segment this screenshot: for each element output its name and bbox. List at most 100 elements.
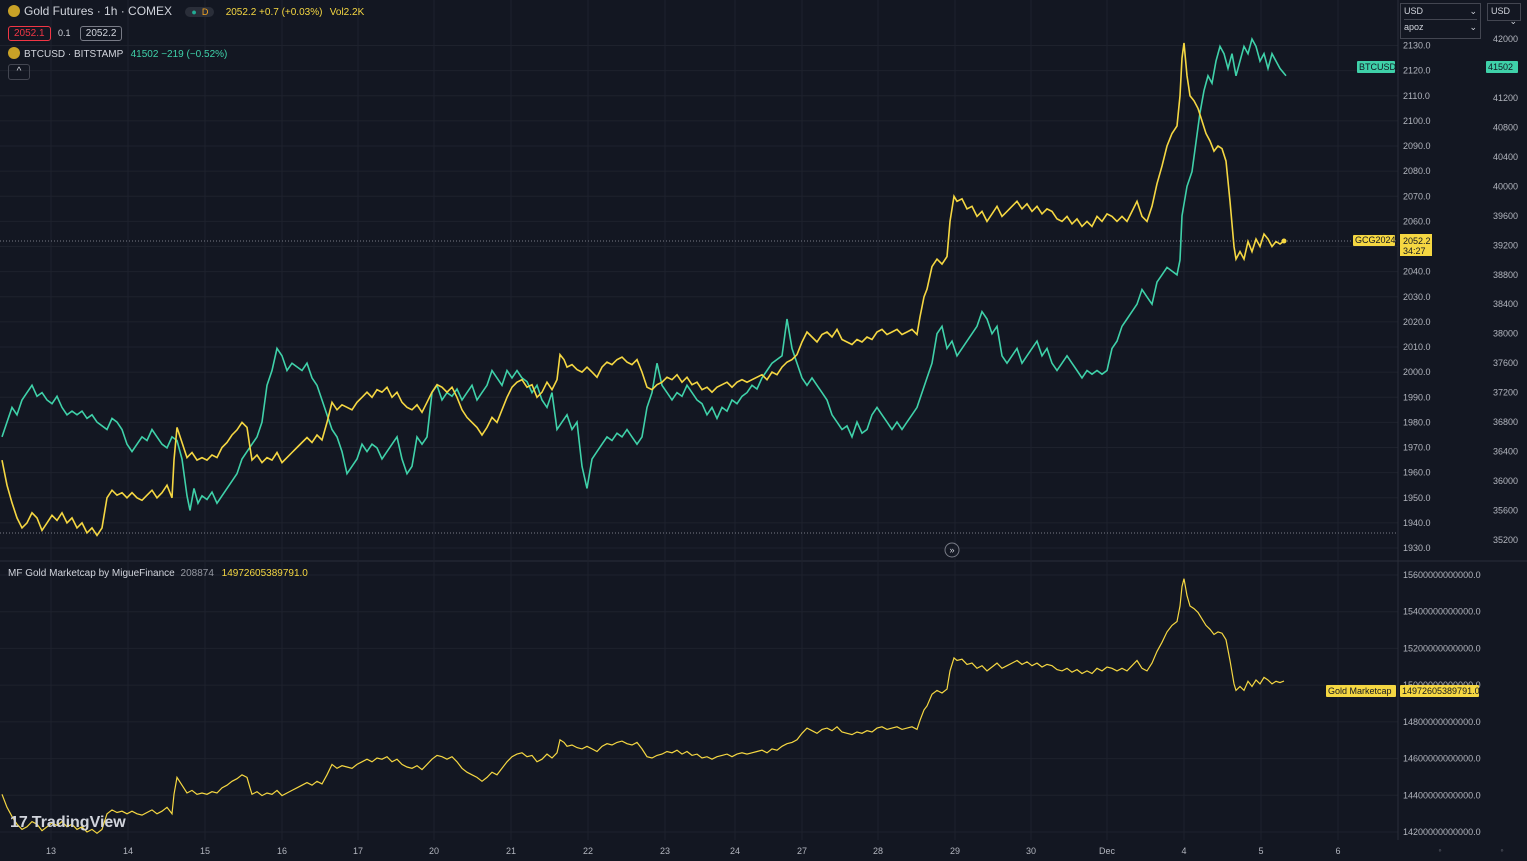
tradingview-logo[interactable]: 17 TradingView — [10, 814, 126, 832]
marketcap-axis-tick: 14800000000000.0 — [1403, 717, 1481, 727]
brand-label: TradingView — [31, 814, 126, 831]
btcusd-last-price-bg — [1486, 61, 1518, 73]
gold-countdown: 34:27 — [1403, 246, 1426, 256]
btc-axis-tick: 36000 — [1493, 476, 1518, 486]
scroll-arrow-icon: » — [949, 545, 954, 555]
gold-axis-tick: 2030.0 — [1403, 292, 1431, 302]
marketcap-last-value: 14972605389791.0 — [1402, 686, 1480, 696]
gold-last-price: 2052.2 — [1403, 236, 1431, 246]
x-tick-label: 29 — [950, 846, 960, 856]
marketcap-axis-tick: 14600000000000.0 — [1403, 754, 1481, 764]
marketcap-axis-tick: 15600000000000.0 — [1403, 570, 1481, 580]
price-change: 2052.2 +0.7 (+0.03%) — [225, 7, 323, 18]
indicator-value: 14972605389791.0 — [221, 568, 308, 579]
compare-symbol: BTCUSD · BITSTAMP — [24, 49, 124, 60]
gold-last-price-bg — [1400, 234, 1432, 256]
gold-axis-tick: 1940.0 — [1403, 518, 1431, 528]
btc-axis-tick: 37200 — [1493, 388, 1518, 398]
btc-axis-tick: 35200 — [1493, 535, 1518, 545]
marketcap-tag-bg — [1326, 685, 1396, 697]
chevron-up-icon: ^ — [16, 66, 22, 77]
gold-axis-tick: 2060.0 — [1403, 216, 1431, 226]
btc-axis-tick: 36400 — [1493, 447, 1518, 457]
spread: 0.1 — [57, 28, 71, 38]
x-tick-label: 17 — [353, 846, 363, 856]
scroll-to-latest-button[interactable] — [944, 542, 960, 558]
btc-axis-tick: 36800 — [1493, 417, 1518, 427]
gold-axis-tick: 2040.0 — [1403, 267, 1431, 277]
currency-sub-label: apoz — [1404, 22, 1424, 32]
x-tick-label: Dec — [1099, 846, 1116, 856]
collapse-legend-button[interactable]: ^ — [8, 64, 30, 80]
x-tick-label: 4 — [1181, 846, 1186, 856]
gold-axis-tick: 2080.0 — [1403, 166, 1431, 176]
chevron-down-icon: ⌄ — [1469, 6, 1477, 16]
x-tick-label: 15 — [200, 846, 210, 856]
x-tick-label: 22 — [583, 846, 593, 856]
marketcap-last-value-bg — [1400, 685, 1479, 697]
currency-right-label: USD — [1491, 6, 1511, 16]
compare-symbol-row[interactable]: BTCUSD · BITSTAMP 41502 −219 (−0.52%) — [8, 46, 227, 60]
chevron-down-icon: ⌄ — [1509, 16, 1517, 26]
gold-axis-tick: 2130.0 — [1403, 41, 1431, 51]
btc-axis-tick: 35600 — [1493, 506, 1518, 516]
x-tick-label: 24 — [730, 846, 740, 856]
gold-series-line[interactable] — [1, 42, 1285, 537]
btc-axis-tick: 38400 — [1493, 299, 1518, 309]
settings-icon: ◦ — [1500, 845, 1503, 855]
gold-symbol-icon — [8, 5, 20, 17]
indicator-legend[interactable]: MF Gold Marketcap by MigueFinance 208874… — [8, 568, 308, 579]
x-tick-label: 23 — [660, 846, 670, 856]
marketcap-axis-tick: 14200000000000.0 — [1403, 827, 1481, 837]
btc-axis-tick: 39200 — [1493, 240, 1518, 250]
gold-axis-tick: 2120.0 — [1403, 66, 1431, 76]
btc-axis-tick: 40800 — [1493, 122, 1518, 132]
gold-axis-tick: 1960.0 — [1403, 468, 1431, 478]
gold-axis-tick: 1950.0 — [1403, 493, 1431, 503]
indicator-param: 208874 — [180, 568, 214, 579]
btc-axis-tick: 42000 — [1493, 34, 1518, 44]
x-tick-label: 28 — [873, 846, 883, 856]
btc-axis-tick: 39600 — [1493, 211, 1518, 221]
gold-axis-tick: 1970.0 — [1403, 443, 1431, 453]
ask-price[interactable]: 2052.2 — [79, 26, 123, 41]
btcusd-tag: BTCUSD — [1359, 62, 1397, 72]
x-tick-label: 13 — [46, 846, 56, 856]
symbol-title: Gold Futures · 1h · COMEX — [24, 4, 173, 18]
btcusd-last-price: 41502 — [1488, 62, 1513, 72]
btc-axis-tick: 37600 — [1493, 358, 1518, 368]
gold-tag: GCG2024 — [1355, 235, 1396, 245]
currency-selector-left[interactable]: USD ⌄ apoz ⌄ — [1400, 3, 1481, 39]
btcusd-series-line[interactable] — [1, 36, 1287, 511]
gold-axis-tick: 2000.0 — [1403, 367, 1431, 377]
btc-axis-tick: 40000 — [1493, 181, 1518, 191]
market-status-badge: ● D — [185, 7, 215, 17]
header-main-symbol[interactable]: Gold Futures · 1h · COMEX ● D 2052.2 +0.… — [8, 4, 364, 18]
gold-axis-tick: 2010.0 — [1403, 342, 1431, 352]
marketcap-axis-tick: 15400000000000.0 — [1403, 607, 1481, 617]
gold-marketcap-line[interactable] — [1, 578, 1285, 835]
x-tick-label: 5 — [1258, 846, 1263, 856]
bid-price[interactable]: 2052.1 — [8, 26, 51, 41]
bid-ask-row: 2052.1 0.1 2052.2 — [8, 25, 126, 41]
compare-change: 41502 −219 (−0.52%) — [130, 49, 228, 60]
gold-tag-bg — [1353, 235, 1395, 246]
gold-axis-tick: 2100.0 — [1403, 116, 1431, 126]
gold-axis-tick: 2020.0 — [1403, 317, 1431, 327]
time-zone-icon: ◦ — [1438, 845, 1441, 855]
currency-selector-right[interactable]: USD ⌄ — [1487, 3, 1521, 26]
marketcap-axis-tick: 14400000000000.0 — [1403, 790, 1481, 800]
x-tick-label: 30 — [1026, 846, 1036, 856]
tv-logo-icon: 17 — [10, 814, 28, 831]
btcusd-tag-bg — [1357, 61, 1395, 73]
bitcoin-symbol-icon — [8, 47, 20, 59]
gold-axis-tick: 1980.0 — [1403, 417, 1431, 427]
volume: Vol2.2K — [329, 7, 365, 18]
x-tick-label: 20 — [429, 846, 439, 856]
x-tick-label: 14 — [123, 846, 133, 856]
marketcap-axis-tick: 15200000000000.0 — [1403, 643, 1481, 653]
x-tick-label: 27 — [797, 846, 807, 856]
indicator-name: MF Gold Marketcap by MigueFinance — [8, 568, 175, 579]
gold-axis-tick: 1930.0 — [1403, 543, 1431, 553]
